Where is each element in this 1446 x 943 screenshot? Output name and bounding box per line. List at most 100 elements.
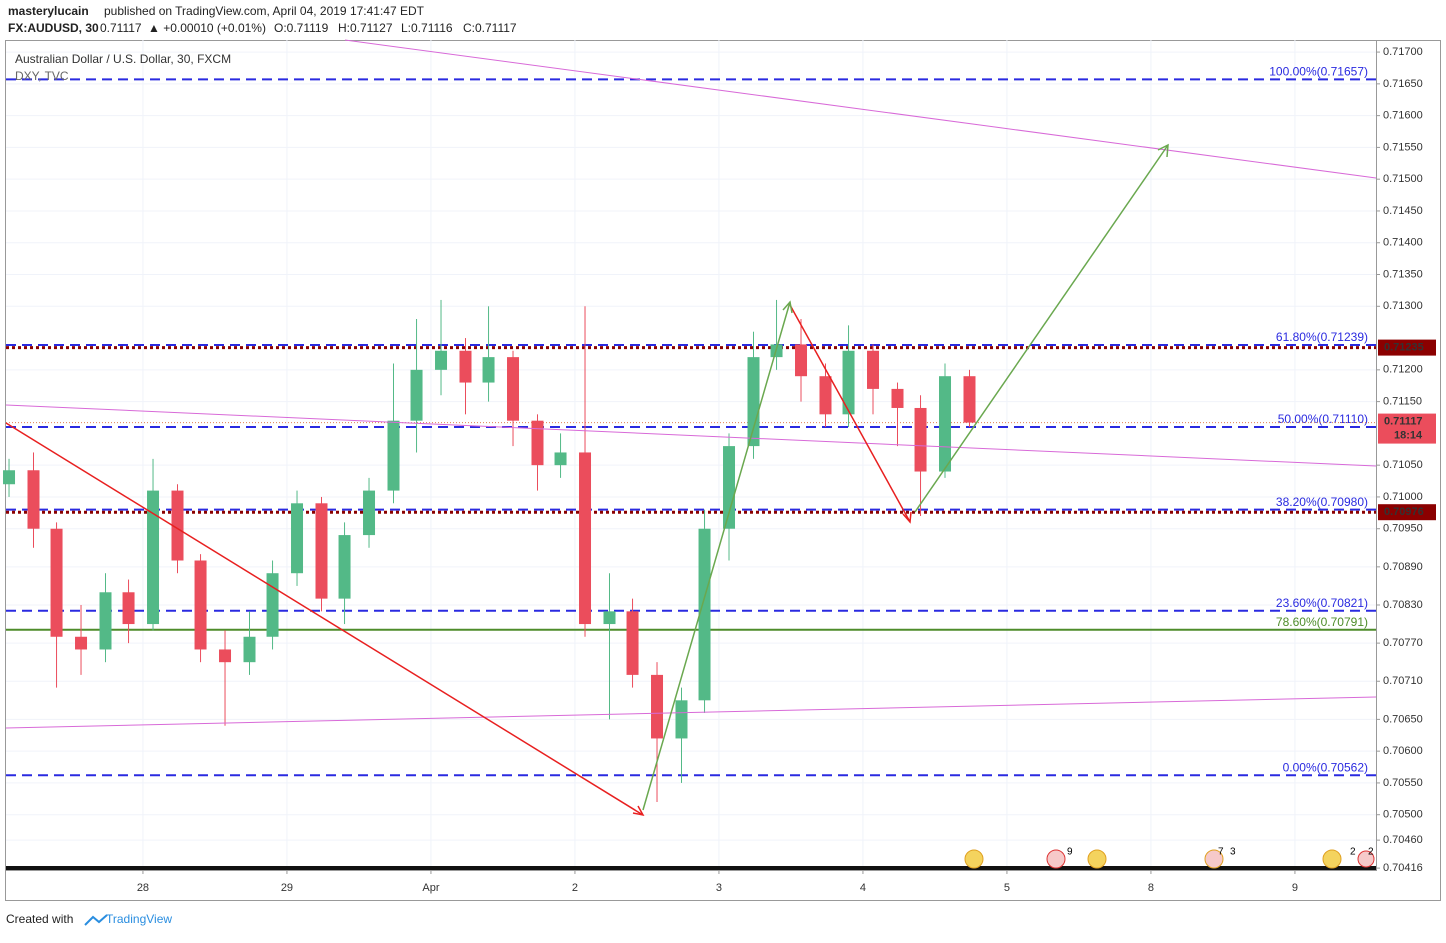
price-badge-label: 0.71235 [1384,342,1424,354]
fib-label: 100.00%(0.71657) [1269,65,1368,79]
low: L:0.71116 [401,21,453,35]
candle-body [914,407,927,472]
x-tick-label: 28 [137,882,149,894]
candle-body [723,446,736,529]
x-tick-label: 2 [572,882,578,894]
x-tick-label: 9 [1292,882,1298,894]
price-badge [1378,339,1436,356]
fib-label: 38.20%(0.70980) [1276,495,1368,509]
event-icon[interactable] [1322,849,1342,869]
candle-body [387,420,400,491]
x-tick-label: Apr [422,882,439,894]
trend-line [5,696,1377,729]
y-tick-label: 0.70710 [1383,675,1423,687]
y-tick-label: 0.70890 [1383,561,1423,573]
candle-body [963,376,976,423]
change: ▲ +0.00010 (+0.01%) [148,21,266,35]
candle-body [747,357,760,447]
candle-body [3,470,16,485]
y-tick-label: 0.70650 [1383,713,1423,725]
fib-label: 61.80%(0.71239) [1276,330,1368,344]
event-icon[interactable] [1357,850,1375,868]
y-tick-label: 0.70950 [1383,523,1423,535]
candle-body [291,503,304,574]
arrow [914,144,1169,513]
event-strip [6,866,1376,870]
chart-frame [5,40,1441,901]
footer-brand[interactable]: TradingView [106,912,172,926]
published: published on TradingView.com, April 04, … [104,4,425,18]
y-tick-label: 0.70770 [1383,637,1423,649]
y-tick-label: 0.71450 [1383,205,1423,217]
price-badge [1378,504,1436,521]
y-tick-label: 0.70830 [1383,599,1423,611]
fib-label: 78.60%(0.70791) [1276,615,1368,629]
candle-body [603,611,616,625]
y-tick-label: 0.70550 [1383,777,1423,789]
y-tick-label: 0.70460 [1383,834,1423,846]
events: 9 7 3 2 2 [964,847,1375,869]
y-tick-label: 0.71300 [1383,300,1423,312]
candle-body [482,357,495,383]
candle-body [171,490,184,561]
candle-body [99,592,112,650]
legend-overlay: DXY, TVC [15,69,69,83]
event-icon[interactable] [1204,849,1224,869]
fib-label: 23.60%(0.70821) [1276,596,1368,610]
candle-body [75,636,88,650]
x-tick-label: 5 [1004,882,1010,894]
candle-body [219,649,232,663]
y-tick-label: 0.71000 [1383,491,1423,503]
candle-body [842,350,855,415]
close: C:0.71117 [463,21,517,35]
logo [84,914,108,926]
author[interactable]: masterylucain [8,4,89,18]
plot-frame [5,40,1377,871]
candle-body [675,700,688,739]
high: H:0.71127 [338,21,393,35]
candle-body [554,452,567,466]
candle-body [459,350,472,383]
y-tick-label: 0.71350 [1383,268,1423,280]
event-icon[interactable] [1087,849,1107,869]
event-count: 2 [1350,847,1356,858]
y-tick-label: 0.71200 [1383,364,1423,376]
fib-label: 50.00%(0.71110) [1278,412,1368,426]
candle-body [531,420,544,466]
countdown: 18:14 [1394,429,1423,441]
event-count: 3 [1230,847,1236,858]
candle-body [266,573,279,637]
candle-body [147,490,160,625]
candle-body [435,350,448,370]
arrow [5,422,644,816]
x-tick-label: 8 [1148,882,1154,894]
arrow [789,304,911,523]
candle-body [27,470,40,529]
event-icon[interactable] [1046,849,1066,869]
candle-body [579,452,592,625]
arrow-head [632,805,645,817]
y-tick-label: 0.71550 [1383,141,1423,153]
trend-line [5,404,1377,467]
y-tick-label: 0.71050 [1383,459,1423,471]
candle-body [867,350,880,389]
price: 0.71117 [100,21,142,35]
last-price-badge [1378,413,1436,444]
candle-body [410,369,423,421]
legend-main: Australian Dollar / U.S. Dollar, 30, FXC… [15,52,231,66]
candle-body [698,528,711,701]
event-icon[interactable] [964,849,984,869]
y-tick-label: 0.71650 [1383,78,1423,90]
candle-body [194,560,207,650]
candle-body [891,388,904,408]
x-tick-label: 29 [281,882,293,894]
fib-label: 0.00%(0.70562) [1283,760,1368,774]
candle-body [819,376,832,415]
y-tick-label: 0.71700 [1383,46,1423,58]
candle-body [338,535,351,599]
y-tick-label: 0.70416 [1383,862,1423,874]
trend-line [344,39,1377,179]
candle-body [50,528,63,637]
